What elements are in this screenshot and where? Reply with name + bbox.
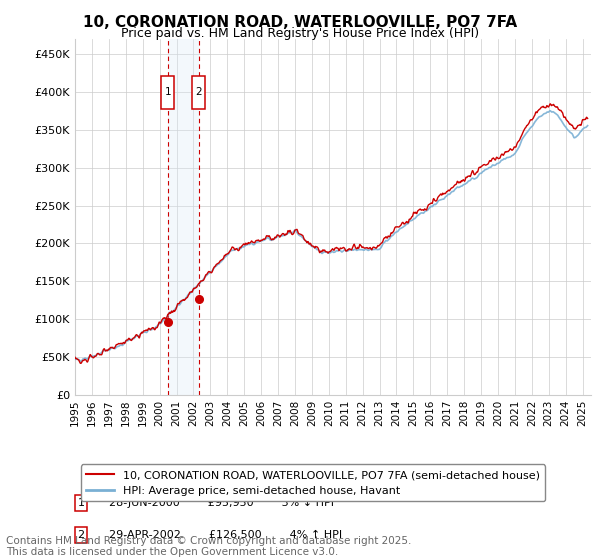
Bar bbox=[168, 39, 199, 395]
Text: 28-JUN-2000        £95,950        3% ↓ HPI: 28-JUN-2000 £95,950 3% ↓ HPI bbox=[109, 498, 334, 508]
Text: 2: 2 bbox=[77, 530, 85, 540]
Text: 29-APR-2002        £126,500        4% ↑ HPI: 29-APR-2002 £126,500 4% ↑ HPI bbox=[109, 530, 341, 540]
Text: 10, CORONATION ROAD, WATERLOOVILLE, PO7 7FA: 10, CORONATION ROAD, WATERLOOVILLE, PO7 … bbox=[83, 15, 517, 30]
Text: 1: 1 bbox=[164, 87, 171, 97]
Text: 1: 1 bbox=[77, 498, 85, 508]
FancyBboxPatch shape bbox=[161, 76, 175, 109]
Legend: 10, CORONATION ROAD, WATERLOOVILLE, PO7 7FA (semi-detached house), HPI: Average : 10, CORONATION ROAD, WATERLOOVILLE, PO7 … bbox=[80, 464, 545, 501]
FancyBboxPatch shape bbox=[193, 76, 205, 109]
Text: Price paid vs. HM Land Registry's House Price Index (HPI): Price paid vs. HM Land Registry's House … bbox=[121, 27, 479, 40]
Text: 2: 2 bbox=[196, 87, 202, 97]
Text: Contains HM Land Registry data © Crown copyright and database right 2025.
This d: Contains HM Land Registry data © Crown c… bbox=[6, 535, 412, 557]
